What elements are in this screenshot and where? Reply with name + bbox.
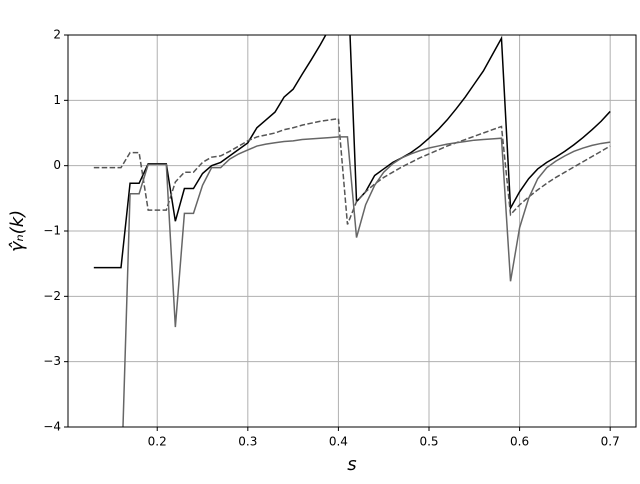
y-tick-label: 0 — [53, 158, 61, 172]
series-line — [93, 117, 611, 225]
y-axis-label: γ̂ₙ(k) — [7, 210, 28, 252]
plot-lines — [93, 35, 611, 427]
y-tick-label: −3 — [43, 354, 61, 368]
x-axis-label: s — [347, 454, 356, 475]
x-tick-label: 0.7 — [601, 435, 620, 449]
x-tick-label: 0.6 — [510, 435, 529, 449]
y-tick-label: −1 — [43, 224, 61, 238]
series-line — [93, 35, 611, 269]
x-tick-label: 0.3 — [238, 435, 257, 449]
y-tick-label: −4 — [43, 420, 61, 434]
x-tick-label: 0.5 — [419, 435, 438, 449]
y-tick-label: 2 — [53, 28, 61, 42]
y-tick-label: −2 — [43, 289, 61, 303]
plot-frame — [67, 34, 637, 428]
y-tick-label: 1 — [53, 93, 61, 107]
x-tick-label: 0.4 — [329, 435, 348, 449]
series-line — [122, 136, 611, 427]
x-tick-label: 0.2 — [148, 435, 167, 449]
